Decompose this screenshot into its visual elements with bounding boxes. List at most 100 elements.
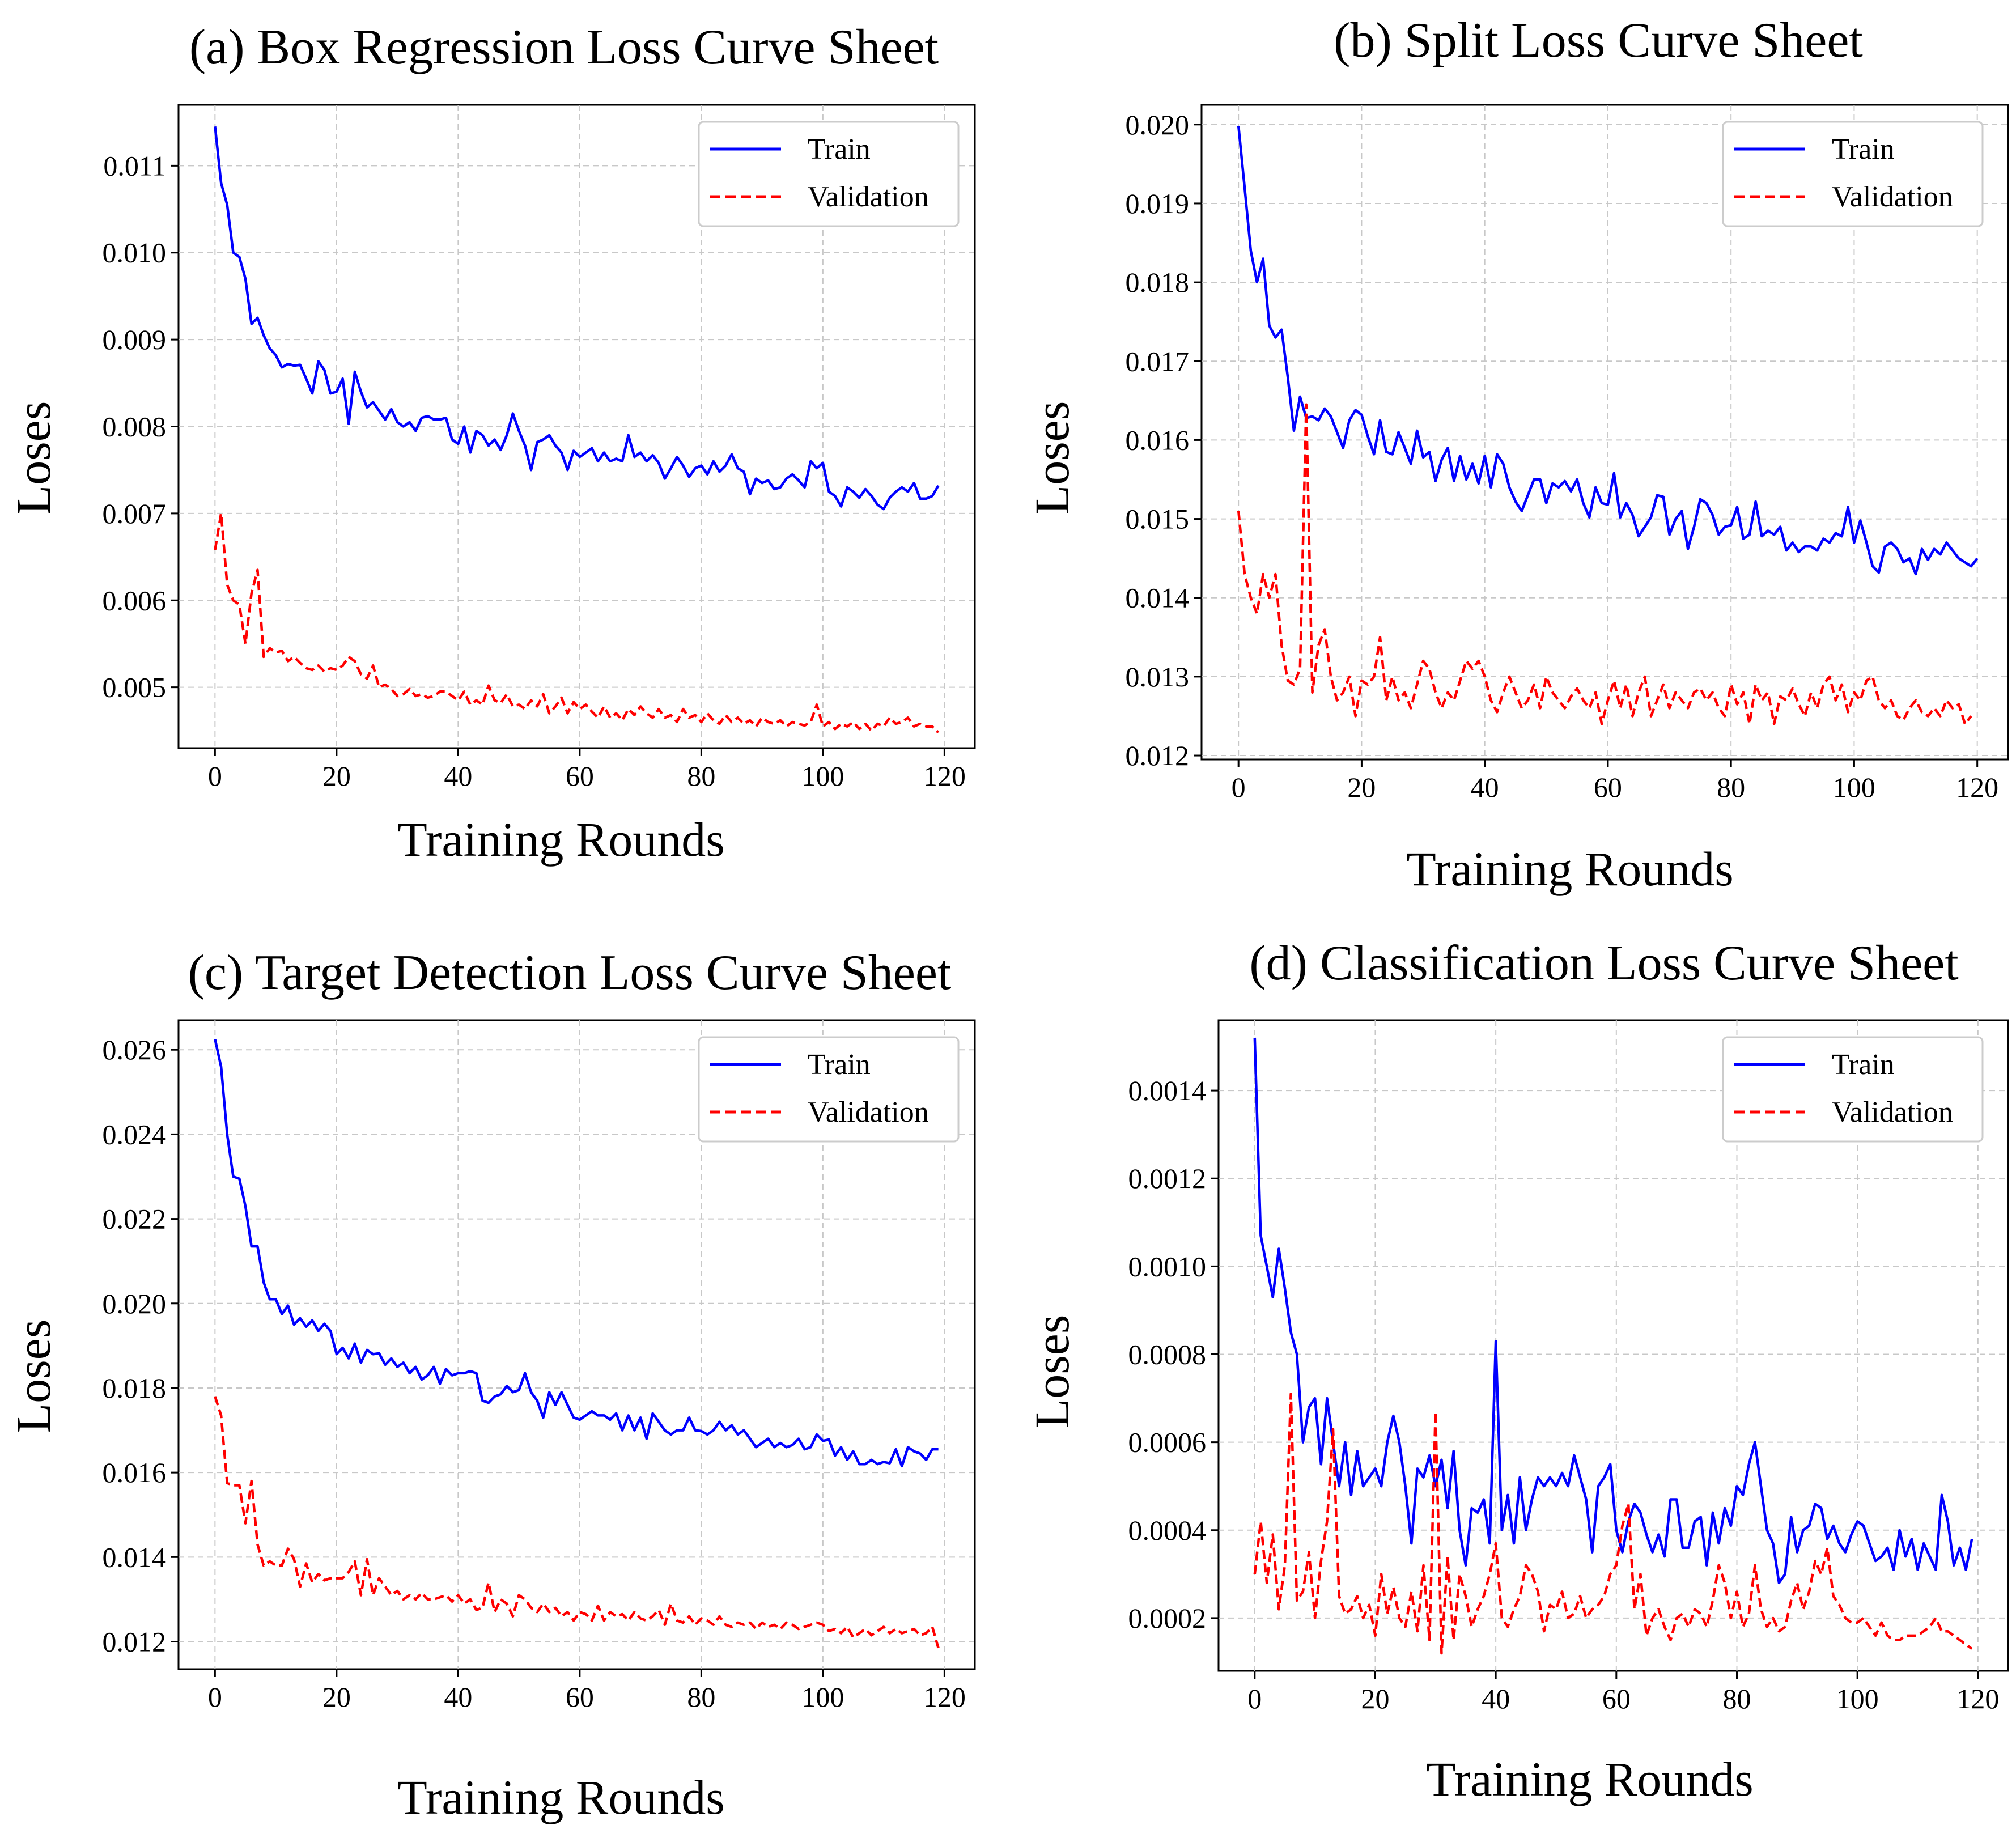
panel-d-x-tick-label: 0 xyxy=(1247,1683,1262,1714)
panel-c-validation-line xyxy=(214,1396,940,1649)
panel-c-y-tick-label: 0.012 xyxy=(103,1626,167,1658)
panel-a-title: (a) Box Regression Loss Curve Sheet xyxy=(189,20,939,75)
panel-c-x-tick-label: 120 xyxy=(923,1681,966,1713)
panel-d-plot-area xyxy=(1217,1019,2009,1672)
panel-a-y-tick-label: 0.005 xyxy=(103,672,167,703)
panel-b-y-tick-label: 0.019 xyxy=(1126,188,1190,219)
panel-d-x-axis-label: Training Rounds xyxy=(1426,1752,1753,1806)
panel-c-y-tick-label: 0.026 xyxy=(103,1034,167,1066)
panel-c-x-tick-label: 20 xyxy=(322,1681,351,1713)
panel-d-legend-train-label: Train xyxy=(1832,1049,1895,1081)
panel-d-x-tick-label: 100 xyxy=(1836,1683,1879,1714)
panel-b-legend: Train Validation xyxy=(1722,121,1984,227)
panel-c: (c) Target Detection Loss Curve Sheet 0 2… xyxy=(6,945,976,1824)
panel-b: (b) Split Loss Curve Sheet 0 20 40 60 80 100 1… xyxy=(1025,13,2009,896)
panel-b-y-tick-label: 0.017 xyxy=(1126,345,1190,377)
panel-a-validation-line xyxy=(214,512,940,733)
panel-d-y-tick-label: 0.0002 xyxy=(1128,1602,1207,1634)
panel-c-x-tick-label: 0 xyxy=(208,1681,222,1713)
panel-c-y-axis-label: Loses xyxy=(6,1319,61,1433)
panel-b-y-tick-label: 0.016 xyxy=(1126,424,1190,456)
panel-b-x-tick-label: 80 xyxy=(1717,771,1745,803)
panel-b-y-tick-label: 0.013 xyxy=(1126,661,1190,693)
panel-b-x-tick-label: 60 xyxy=(1594,771,1622,803)
panel-d-y-tick-label: 0.0010 xyxy=(1128,1250,1207,1282)
panel-d-x-tick-label: 80 xyxy=(1722,1683,1751,1714)
panel-a-x-tick-label: 120 xyxy=(923,760,966,792)
panel-c-y-tick-label: 0.022 xyxy=(103,1203,167,1235)
panel-c-y-tick-label: 0.024 xyxy=(103,1118,167,1150)
panel-c-x-tick-label: 100 xyxy=(801,1681,844,1713)
panel-b-y-tick-label: 0.018 xyxy=(1126,266,1190,298)
panel-c-title: (c) Target Detection Loss Curve Sheet xyxy=(188,945,952,1000)
panel-d-x-tick-label: 20 xyxy=(1361,1683,1389,1714)
panel-a-x-tick-label: 100 xyxy=(801,760,844,792)
panel-b-y-tick-label: 0.014 xyxy=(1126,582,1190,614)
panel-c-plot-area xyxy=(177,1019,976,1670)
panel-b-x-tick-label: 20 xyxy=(1347,771,1376,803)
panel-d-y-tick-label: 0.0014 xyxy=(1128,1075,1207,1106)
panel-b-legend-train-label: Train xyxy=(1832,133,1895,165)
panel-b-series xyxy=(1237,126,1979,725)
panel-d-series xyxy=(1253,1037,1973,1655)
panel-b-title: (b) Split Loss Curve Sheet xyxy=(1334,13,1863,68)
panel-d-y-tick-label: 0.0012 xyxy=(1128,1162,1207,1194)
panel-d-y-axis-label: Loses xyxy=(1025,1315,1079,1429)
panel-a-x-tick-label: 60 xyxy=(566,760,594,792)
panel-b-x-tick-label: 120 xyxy=(1956,771,1998,803)
panel-d-x-tick-label: 40 xyxy=(1482,1683,1510,1714)
panel-b-plot-area xyxy=(1200,104,2009,761)
panel-b-y-tick-label: 0.020 xyxy=(1126,109,1190,141)
panel-a-ticks: 0 20 40 60 80 100 120 0.005 0.006 0.007 0.008 0.009… xyxy=(103,150,966,792)
panel-a-y-tick-label: 0.010 xyxy=(103,237,167,269)
panel-a-x-tick-label: 40 xyxy=(444,760,472,792)
panel-b-y-tick-label: 0.015 xyxy=(1126,503,1190,535)
panel-c-y-tick-label: 0.016 xyxy=(103,1457,167,1488)
panel-c-y-tick-label: 0.014 xyxy=(103,1541,167,1573)
panel-c-x-tick-label: 40 xyxy=(444,1681,472,1713)
panel-b-x-tick-label: 100 xyxy=(1833,771,1875,803)
panel-c-series xyxy=(214,1039,940,1649)
panel-d-ticks: 0 20 40 60 80 100 120 0.0002 0.0004 0.0006 0.0008 0… xyxy=(1128,1075,2000,1714)
panel-b-legend-validation-label: Validation xyxy=(1832,181,1953,213)
panel-b-x-tick-label: 0 xyxy=(1232,771,1246,803)
panel-a-legend-train-label: Train xyxy=(808,133,871,165)
panel-d-y-tick-label: 0.0006 xyxy=(1128,1427,1207,1458)
panel-a-y-tick-label: 0.006 xyxy=(103,584,167,616)
panel-b-validation-line xyxy=(1237,403,1972,725)
panel-a-y-axis-label: Loses xyxy=(6,401,61,515)
panel-b-x-axis-label: Training Rounds xyxy=(1406,842,1733,896)
panel-a-y-tick-label: 0.008 xyxy=(103,411,167,443)
panel-d-validation-line xyxy=(1253,1393,1973,1655)
panel-d-y-tick-label: 0.0004 xyxy=(1128,1514,1207,1546)
panel-c-ticks: 0 20 40 60 80 100 120 0.012 0.014 0.016 0.018 0.020… xyxy=(103,1034,966,1713)
panel-a-y-tick-label: 0.007 xyxy=(103,498,167,529)
panel-d-x-tick-label: 60 xyxy=(1602,1683,1631,1714)
panel-b-ticks: 0 20 40 60 80 100 120 0.012 0.013 0.014 0.015 0.016… xyxy=(1126,109,1999,803)
panel-c-legend: Train Validation xyxy=(698,1036,960,1143)
panel-a-legend: Train Validation xyxy=(698,121,960,227)
panel-c-legend-train-label: Train xyxy=(808,1049,871,1081)
panel-b-y-axis-label: Loses xyxy=(1025,401,1079,515)
panel-a-series xyxy=(214,126,940,733)
panel-c-y-tick-label: 0.020 xyxy=(103,1288,167,1319)
panel-b-y-tick-label: 0.012 xyxy=(1126,740,1190,771)
panel-b-x-tick-label: 40 xyxy=(1471,771,1499,803)
panel-c-train-line xyxy=(214,1039,939,1468)
panel-a-x-tick-label: 0 xyxy=(208,760,222,792)
panel-d-y-tick-label: 0.0008 xyxy=(1128,1339,1207,1370)
panel-d-x-tick-label: 120 xyxy=(1956,1683,1999,1714)
panel-b-train-line xyxy=(1237,126,1979,576)
panel-a: (a) Box Regression Loss Curve Sheet 0 20 4… xyxy=(6,20,976,867)
panel-a-x-tick-label: 20 xyxy=(322,760,351,792)
panel-d-title: (d) Classification Loss Curve Sheet xyxy=(1249,936,1958,991)
panel-d: (d) Classification Loss Curve Sheet 0 20 4… xyxy=(1025,936,2009,1806)
panel-a-y-tick-label: 0.011 xyxy=(103,150,166,181)
panel-c-x-tick-label: 60 xyxy=(566,1681,594,1713)
panel-a-legend-validation-label: Validation xyxy=(808,181,929,213)
panel-a-y-tick-label: 0.009 xyxy=(103,324,167,355)
panel-a-x-tick-label: 80 xyxy=(687,760,715,792)
panel-c-y-tick-label: 0.018 xyxy=(103,1372,167,1404)
